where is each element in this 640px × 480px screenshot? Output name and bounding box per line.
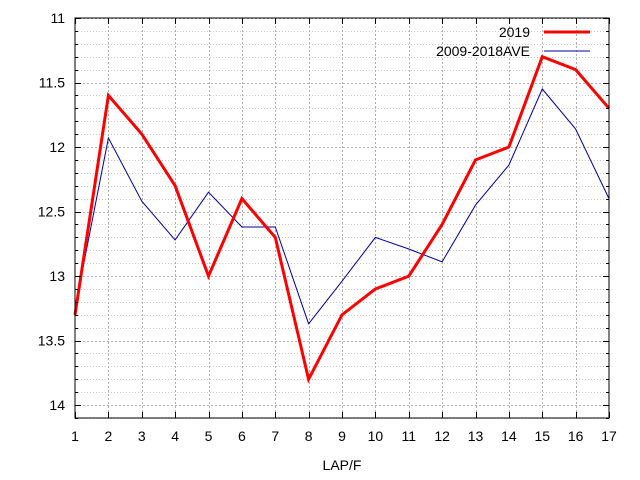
series-lines bbox=[73, 54, 611, 384]
x-tick-label: 11 bbox=[401, 428, 416, 444]
x-tick-label: 6 bbox=[238, 428, 246, 444]
x-tick-label: 9 bbox=[338, 428, 346, 444]
x-tick-label: 16 bbox=[568, 428, 584, 444]
y-tick-label: 11 bbox=[50, 10, 65, 26]
x-tick-label: 15 bbox=[534, 428, 550, 444]
x-tick-label: 7 bbox=[271, 428, 279, 444]
x-tick-label: 10 bbox=[368, 428, 384, 444]
x-tick-label: 17 bbox=[601, 428, 617, 444]
x-tick-label: 4 bbox=[171, 428, 179, 444]
x-tick-label: 14 bbox=[501, 428, 517, 444]
y-tick-label: 14 bbox=[49, 397, 65, 413]
legend: 2019 2009-2018AVE bbox=[436, 24, 590, 59]
series-line-average bbox=[74, 88, 610, 325]
y-tick-label: 12 bbox=[49, 139, 65, 155]
x-tick-label: 3 bbox=[138, 428, 146, 444]
grid bbox=[75, 18, 609, 419]
x-tick-label: 5 bbox=[205, 428, 213, 444]
x-axis-title: LAP/F bbox=[323, 457, 362, 473]
legend-label: 2019 bbox=[499, 24, 530, 40]
series-line-2019 bbox=[73, 54, 611, 384]
x-tick-label: 8 bbox=[305, 428, 313, 444]
y-tick-label: 11.5 bbox=[39, 75, 65, 91]
legend-label: 2009-2018AVE bbox=[436, 43, 530, 59]
y-tick-label: 12.5 bbox=[38, 204, 65, 220]
y-tick-label: 13.5 bbox=[38, 333, 65, 349]
y-tick-label: 13 bbox=[49, 268, 65, 284]
x-tick-label: 12 bbox=[434, 428, 450, 444]
x-tick-label: 13 bbox=[468, 428, 484, 444]
x-tick-label: 2 bbox=[104, 428, 112, 444]
x-tick-label: 1 bbox=[71, 428, 79, 444]
